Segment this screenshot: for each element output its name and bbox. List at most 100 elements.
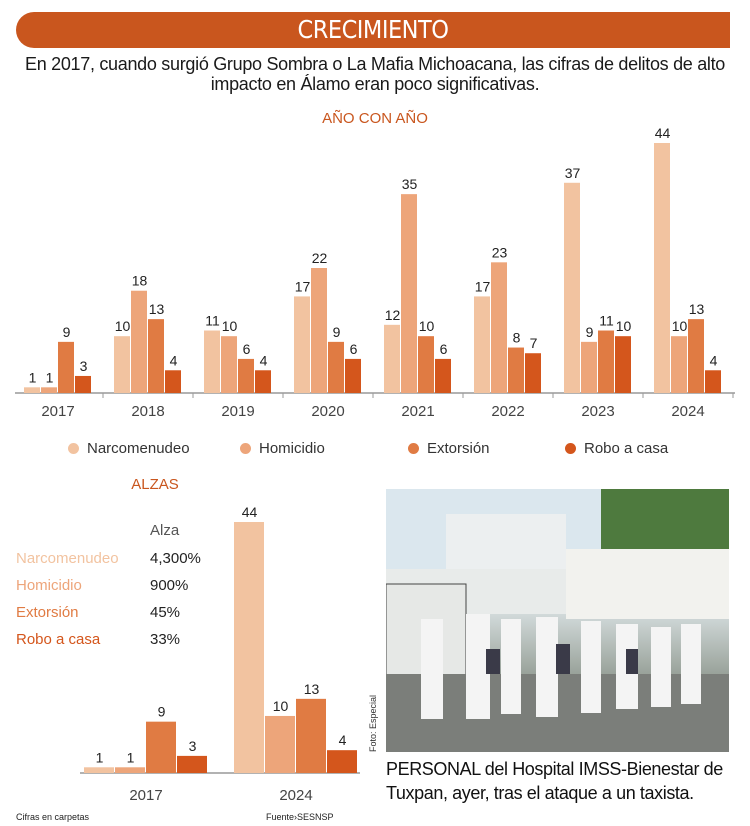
hospital-photo: [386, 489, 729, 752]
legend-swatch: [565, 443, 576, 454]
bar-robo-a-casa-2020: [345, 358, 361, 393]
data-label: 11: [205, 313, 220, 329]
bar-robo-a-casa-2017: [75, 375, 91, 393]
bar-homicidio-2024: [671, 336, 687, 393]
bar-extorsión-2017: [146, 721, 176, 773]
data-label: 12: [385, 307, 401, 323]
x-tick-label: 2017: [129, 787, 162, 804]
data-label: 10: [115, 318, 131, 334]
legend-item: Narcomenudeo: [68, 440, 190, 457]
bar-extorsión-2022: [508, 347, 524, 393]
title-banner: CRECIMIENTO: [16, 12, 730, 48]
x-tick-label: 2018: [131, 403, 164, 420]
bar-homicidio-2018: [131, 290, 147, 393]
data-label: 17: [475, 278, 491, 294]
alza-label: Robo a casa: [16, 631, 101, 648]
alza-value: 4,300%: [150, 550, 201, 567]
alza-value: 900%: [150, 577, 189, 594]
data-label: 13: [149, 301, 165, 317]
legend-item: Extorsión: [408, 440, 490, 457]
bar-homicidio-2024: [265, 715, 295, 773]
legend-label: Homicidio: [259, 440, 325, 457]
data-label: 10: [616, 318, 632, 334]
data-label: 10: [273, 698, 289, 714]
data-label: 3: [189, 738, 197, 754]
bar-robo-a-casa-2024: [705, 370, 721, 393]
data-label: 1: [127, 749, 135, 765]
x-tick-label: 2021: [401, 403, 434, 420]
bar-robo-a-casa-2019: [255, 370, 271, 393]
bar-robo-a-casa-2018: [165, 370, 181, 393]
alza-value: 45%: [150, 604, 181, 621]
bar-narcomenudeo-2024: [234, 522, 264, 773]
x-tick-label: 2017: [41, 403, 74, 420]
bar-robo-a-casa-2024: [327, 750, 357, 773]
x-tick-label: 2020: [311, 403, 344, 420]
data-label: 6: [350, 341, 358, 357]
data-label: 4: [170, 352, 178, 368]
bar-homicidio-2017: [41, 387, 57, 393]
bar-extorsión-2019: [238, 358, 254, 393]
bar-extorsión-2020: [328, 341, 344, 393]
x-tick-label: 2024: [279, 787, 312, 804]
data-label: 18: [132, 273, 148, 289]
bar-narcomenudeo-2019: [204, 330, 220, 393]
bar-narcomenudeo-2022: [474, 296, 490, 393]
bar-extorsión-2017: [58, 341, 74, 393]
data-label: 4: [710, 352, 718, 368]
photo-credit: Foto: Especial: [368, 694, 378, 752]
data-label: 7: [530, 335, 538, 351]
bar-narcomenudeo-2017: [24, 387, 40, 393]
alza-label: Narcomenudeo: [16, 550, 119, 567]
data-label: 4: [339, 732, 347, 748]
bar-homicidio-2017: [115, 767, 145, 773]
data-label: 6: [440, 341, 448, 357]
bar-narcomenudeo-2017: [84, 767, 114, 773]
bar-extorsión-2023: [598, 330, 614, 393]
photo-scene: [386, 489, 729, 752]
data-label: 11: [599, 313, 614, 329]
data-label: 44: [242, 504, 258, 520]
data-label: 8: [513, 330, 521, 346]
legend-swatch: [68, 443, 79, 454]
data-label: 23: [492, 244, 508, 260]
alzas-chart: 1 1 9 3 2017 44 10 13 4 2024: [80, 504, 360, 804]
data-label: 9: [586, 324, 594, 340]
data-label: 13: [689, 301, 705, 317]
photo-caption: PERSONAL del Hospital IMSS-Bienestar de …: [386, 759, 723, 803]
bar-homicidio-2020: [311, 268, 327, 393]
x-tick-label: 2023: [581, 403, 614, 420]
data-label: 9: [333, 324, 341, 340]
data-label: 3: [80, 358, 88, 374]
alza-label: Extorsión: [16, 604, 79, 621]
bar-homicidio-2021: [401, 194, 417, 393]
chart2-title: ALZAS: [131, 476, 179, 493]
data-label: 22: [312, 250, 328, 266]
legend-swatch: [408, 443, 419, 454]
data-label: 1: [29, 369, 37, 385]
bar-extorsión-2018: [148, 319, 164, 393]
bar-narcomenudeo-2020: [294, 296, 310, 393]
x-tick-label: 2024: [671, 403, 704, 420]
data-label: 9: [63, 324, 71, 340]
data-label: 10: [222, 318, 238, 334]
data-label: 1: [46, 369, 54, 385]
bar-extorsión-2024: [688, 319, 704, 393]
x-tick-label: 2022: [491, 403, 524, 420]
data-label: 1: [96, 749, 104, 765]
data-label: 17: [295, 278, 311, 294]
data-label: 44: [655, 125, 671, 141]
x-tick-label: 2019: [221, 403, 254, 420]
footer-note: Cifras en carpetas: [16, 812, 90, 822]
data-label: 37: [565, 165, 581, 181]
alza-label: Homicidio: [16, 577, 82, 594]
data-label: 4: [260, 352, 268, 368]
legend-label: Extorsión: [427, 440, 490, 457]
bar-narcomenudeo-2024: [654, 143, 670, 393]
bar-robo-a-casa-2022: [525, 353, 541, 393]
bar-narcomenudeo-2021: [384, 324, 400, 393]
bar-narcomenudeo-2023: [564, 182, 580, 393]
data-label: 9: [158, 704, 166, 720]
alza-header: Alza: [150, 522, 180, 539]
